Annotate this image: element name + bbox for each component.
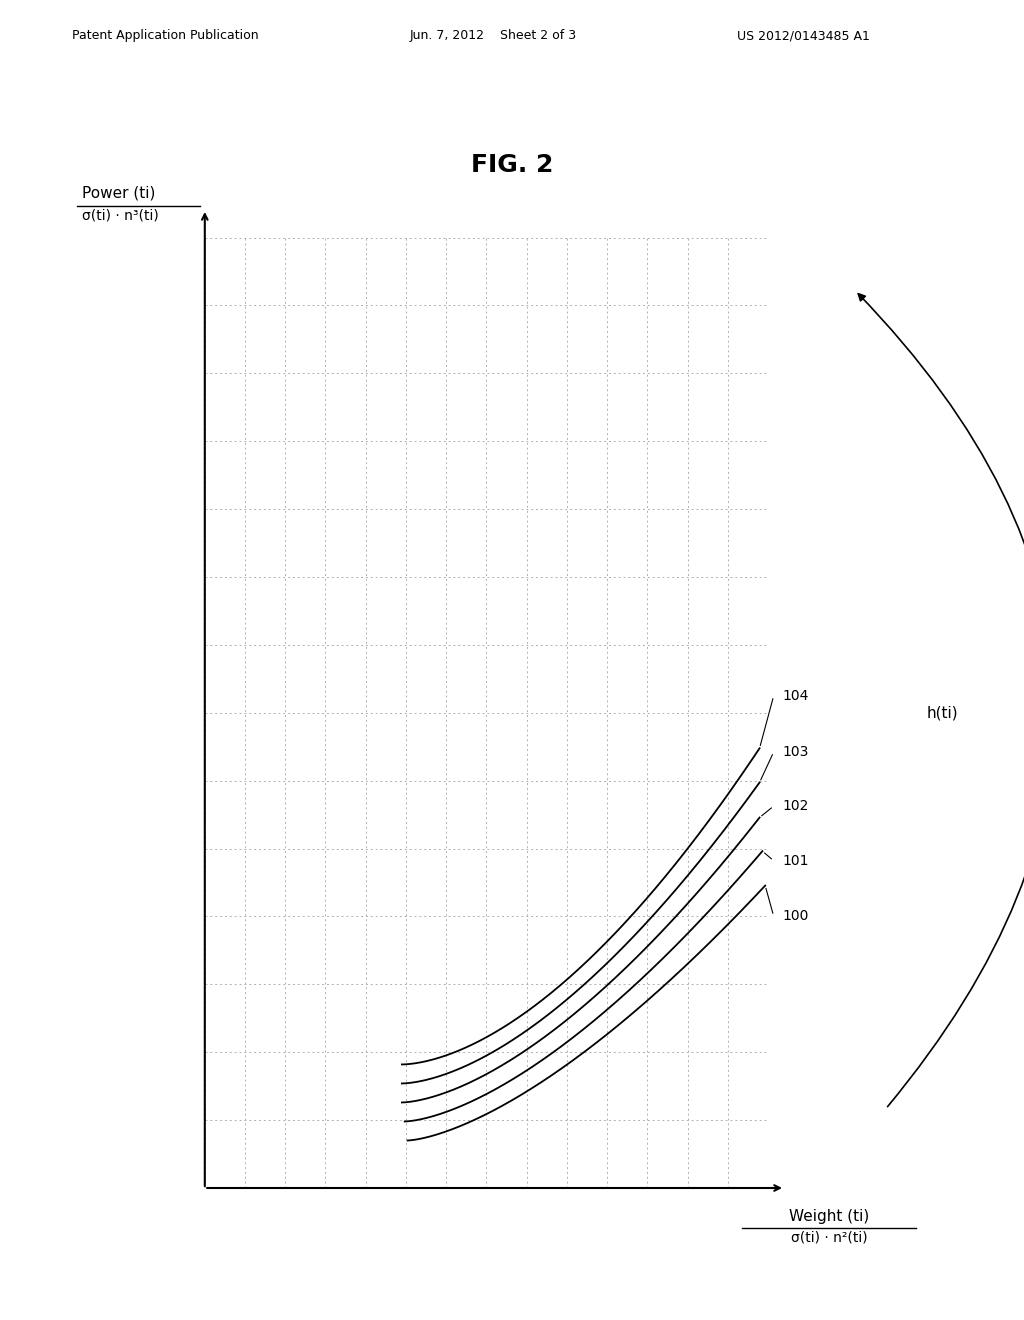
Text: σ(ti) · n³(ti): σ(ti) · n³(ti) — [82, 209, 159, 223]
Text: 100: 100 — [782, 909, 809, 923]
Text: Jun. 7, 2012    Sheet 2 of 3: Jun. 7, 2012 Sheet 2 of 3 — [410, 29, 577, 42]
Text: h(ti): h(ti) — [927, 705, 958, 721]
Text: FIG. 2: FIG. 2 — [471, 153, 553, 177]
Text: σ(ti) · n²(ti): σ(ti) · n²(ti) — [792, 1230, 867, 1245]
Text: Patent Application Publication: Patent Application Publication — [72, 29, 258, 42]
Text: 101: 101 — [782, 854, 809, 867]
Text: Power (ti): Power (ti) — [82, 186, 156, 201]
Text: Weight (ti): Weight (ti) — [790, 1209, 869, 1224]
Text: US 2012/0143485 A1: US 2012/0143485 A1 — [737, 29, 870, 42]
Text: 103: 103 — [782, 744, 809, 759]
Text: 102: 102 — [782, 799, 809, 813]
Text: 104: 104 — [782, 689, 809, 704]
